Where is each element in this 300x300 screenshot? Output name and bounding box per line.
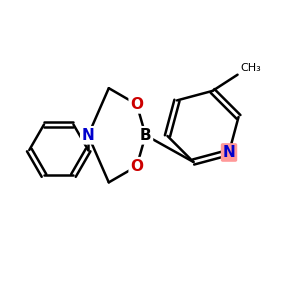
Text: N: N [223, 145, 236, 160]
Text: B: B [140, 128, 152, 143]
Text: CH₃: CH₃ [240, 63, 261, 73]
Text: O: O [130, 159, 143, 174]
Text: O: O [130, 97, 143, 112]
Text: N: N [82, 128, 94, 143]
